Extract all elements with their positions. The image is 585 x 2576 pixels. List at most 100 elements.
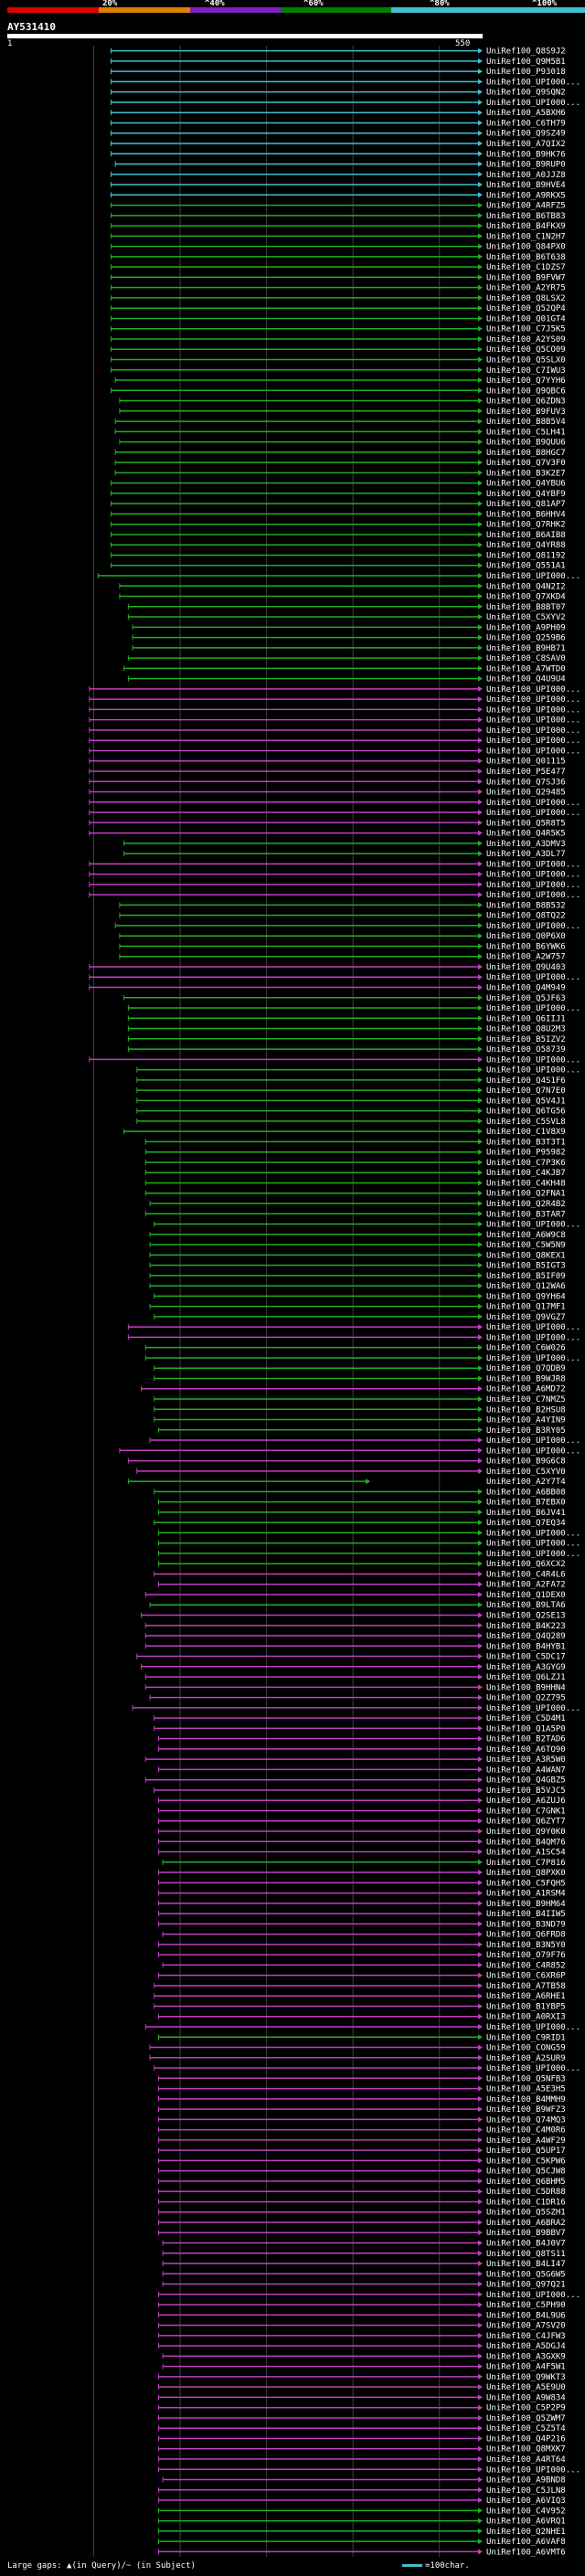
hit-label[interactable]: UniRef100_Q5ZWM7 [486,2414,566,2423]
hit-label[interactable]: UniRef100_A1SC54 [486,1849,566,1858]
hit-label[interactable]: UniRef100_Q4U9U4 [486,675,566,684]
hit-label[interactable]: UniRef100_A7WTD0 [486,664,566,673]
hit-row[interactable]: UniRef100_C5XYV0 [136,1468,566,1477]
hit-row[interactable]: UniRef100_C1N2H7 [110,232,566,241]
hit-label[interactable]: UniRef100_C5DR88 [486,2188,566,2197]
hit-row[interactable]: UniRef100_B6TB83 [110,212,566,221]
hit-label[interactable]: UniRef100_B9G6C8 [486,1458,566,1467]
hit-label[interactable]: UniRef100_Q6ZDN3 [486,398,566,407]
hit-row[interactable]: UniRef100_Q8PXK0 [157,1869,566,1878]
hit-label[interactable]: UniRef100_B9WFZ3 [486,2105,566,2115]
hit-row[interactable]: UniRef100_UPI000... [127,1333,580,1342]
hit-label[interactable]: UniRef100_A3R5W0 [486,1755,566,1765]
hit-label[interactable]: UniRef100_Q4R5K5 [486,830,566,839]
hit-label[interactable]: UniRef100_A7QIX2 [486,140,566,149]
hit-row[interactable]: UniRef100_Q4YBU6 [110,480,566,489]
hit-row[interactable]: UniRef100_Q9YH64 [154,1292,566,1301]
hit-label[interactable]: UniRef100_O58739 [486,1045,566,1055]
hit-row[interactable]: UniRef100_A1SC54 [157,1849,566,1858]
hit-label[interactable]: UniRef100_Q9U403 [486,963,566,972]
hit-label[interactable]: UniRef100_B8BT07 [486,603,566,612]
hit-row[interactable]: UniRef100_C7NMZ5 [154,1395,566,1405]
hit-label[interactable]: UniRef100_Q2Z795 [486,1694,566,1703]
hit-label[interactable]: UniRef100_A5E9U0 [486,2383,566,2392]
hit-label[interactable]: UniRef100_Q4YBF9 [486,490,566,499]
hit-label[interactable]: UniRef100_Q5R8T5 [486,819,566,828]
hit-label[interactable]: UniRef100_B9RUP0 [486,161,566,170]
hit-row[interactable]: UniRef100_B7EBX0 [157,1499,566,1508]
hit-row[interactable]: UniRef100_Q2SE13 [141,1612,566,1621]
hit-row[interactable]: UniRef100_A3DL77 [123,850,566,859]
hit-label[interactable]: UniRef100_A0RXI3 [486,2013,566,2022]
hit-row[interactable]: UniRef100_B6T638 [110,253,566,262]
hit-row[interactable]: UniRef100_Q8LSX2 [110,294,566,303]
hit-label[interactable]: UniRef100_Q6LZJ1 [486,1673,566,1682]
hit-label[interactable]: UniRef100_UPI000... [486,891,580,900]
hit-row[interactable]: UniRef100_B9RUP0 [114,161,566,170]
hit-row[interactable]: UniRef100_Q1A5P0 [154,1724,566,1733]
hit-label[interactable]: UniRef100_B3TAR7 [486,1210,566,1219]
hit-label[interactable]: UniRef100_Q7V3F0 [486,459,566,468]
hit-row[interactable]: UniRef100_UPI000... [157,2291,580,2300]
hit-row[interactable]: UniRef100_Q6ZYT7 [157,1818,566,1827]
hit-row[interactable]: UniRef100_Q9SZ49 [110,130,566,139]
hit-label[interactable]: UniRef100_Q4YR88 [486,541,566,550]
hit-row[interactable]: UniRef100_Q84PX0 [110,243,566,252]
hit-row[interactable]: UniRef100_B5IZV2 [127,1035,566,1044]
hit-label[interactable]: UniRef100_B8B5V4 [486,418,566,427]
hit-label[interactable]: UniRef100_B9WJR8 [486,1374,566,1383]
hit-row[interactable]: UniRef100_Q8S9J2 [110,48,566,57]
hit-row[interactable]: UniRef100_UPI000... [127,1004,580,1013]
hit-row[interactable]: UniRef100_UPI000... [110,78,580,87]
hit-row[interactable]: UniRef100_Q7RHK2 [110,521,566,530]
hit-label[interactable]: UniRef100_UPI000... [486,695,580,705]
hit-row[interactable]: UniRef100_B4LI47 [162,2260,566,2269]
hit-row[interactable]: UniRef100_B4FKX9 [110,222,566,231]
hit-label[interactable]: UniRef100_B5IF09 [486,1272,566,1281]
hit-label[interactable]: UniRef100_B9HB71 [486,644,566,653]
hit-row[interactable]: UniRef100_A6BRA2 [157,2219,566,2228]
hit-row[interactable]: UniRef100_C9RID1 [157,2033,566,2042]
hit-row[interactable]: UniRef100_B4MMH9 [157,2095,566,2104]
hit-row[interactable]: UniRef100_Q74MQ3 [157,2115,566,2125]
hit-label[interactable]: UniRef100_A2Y7T4 [486,1478,566,1487]
hit-row[interactable]: UniRef100_Q81AP7 [110,500,566,509]
hit-label[interactable]: UniRef100_Q7YYH6 [486,376,566,386]
hit-row[interactable]: UniRef100_C8SAV0 [127,654,566,663]
hit-row[interactable]: UniRef100_UPI000... [136,1066,580,1076]
hit-label[interactable]: UniRef100_C4V952 [486,2507,566,2516]
hit-label[interactable]: UniRef100_B3K2E7 [486,469,566,478]
hit-row[interactable]: UniRef100_B4L9U6 [157,2311,566,2320]
hit-label[interactable]: UniRef100_CONG59 [486,2044,566,2053]
hit-row[interactable]: UniRef100_B9HM64 [157,1900,566,1909]
hit-row[interactable]: UniRef100_UPI000... [127,1323,580,1332]
hit-row[interactable]: UniRef100_B6HHV4 [110,510,566,519]
hit-label[interactable]: UniRef100_B4MMH9 [486,2095,566,2104]
hit-row[interactable]: UniRef100_B6YWK6 [119,942,566,951]
hit-label[interactable]: UniRef100_B6TB83 [486,212,566,221]
hit-label[interactable]: UniRef100_B7EBX0 [486,1499,566,1508]
hit-row[interactable]: UniRef100_O58739 [127,1045,566,1055]
hit-label[interactable]: UniRef100_B9HHN4 [486,1683,566,1692]
hit-label[interactable]: UniRef100_C6W026 [486,1344,566,1353]
hit-row[interactable]: UniRef100_C5KPW6 [157,2157,566,2166]
hit-row[interactable]: UniRef100_C5XYV2 [127,613,566,622]
hit-label[interactable]: UniRef100_P5E477 [486,768,566,777]
hit-row[interactable]: UniRef100_Q17MF1 [149,1303,566,1312]
hit-row[interactable]: UniRef100_B2HSU8 [154,1405,566,1415]
hit-label[interactable]: UniRef100_Q6TG56 [486,1108,566,1117]
hit-label[interactable]: UniRef100_A9RKX5 [486,191,566,200]
hit-label[interactable]: UniRef100_B4LI47 [486,2260,566,2269]
hit-row[interactable]: UniRef100_A6MD72 [141,1385,566,1394]
hit-row[interactable]: UniRef100_C5PH90 [157,2301,566,2310]
hit-row[interactable]: UniRef100_C1DR16 [157,2198,566,2207]
hit-label[interactable]: UniRef100_C7NMZ5 [486,1395,566,1405]
hit-row[interactable]: UniRef100_Q4N2I2 [119,582,566,591]
hit-row[interactable]: UniRef100_C4V952 [157,2507,566,2516]
hit-label[interactable]: UniRef100_A0JJZ8 [486,171,566,180]
hit-label[interactable]: UniRef100_Q259B6 [486,634,566,643]
hit-row[interactable]: UniRef100_Q8TS11 [162,2250,566,2259]
hit-label[interactable]: UniRef100_C7P816 [486,1859,566,1868]
hit-row[interactable]: UniRef100_B9HVE4 [110,181,566,190]
hit-label[interactable]: UniRef100_Q6XCX2 [486,1560,566,1569]
